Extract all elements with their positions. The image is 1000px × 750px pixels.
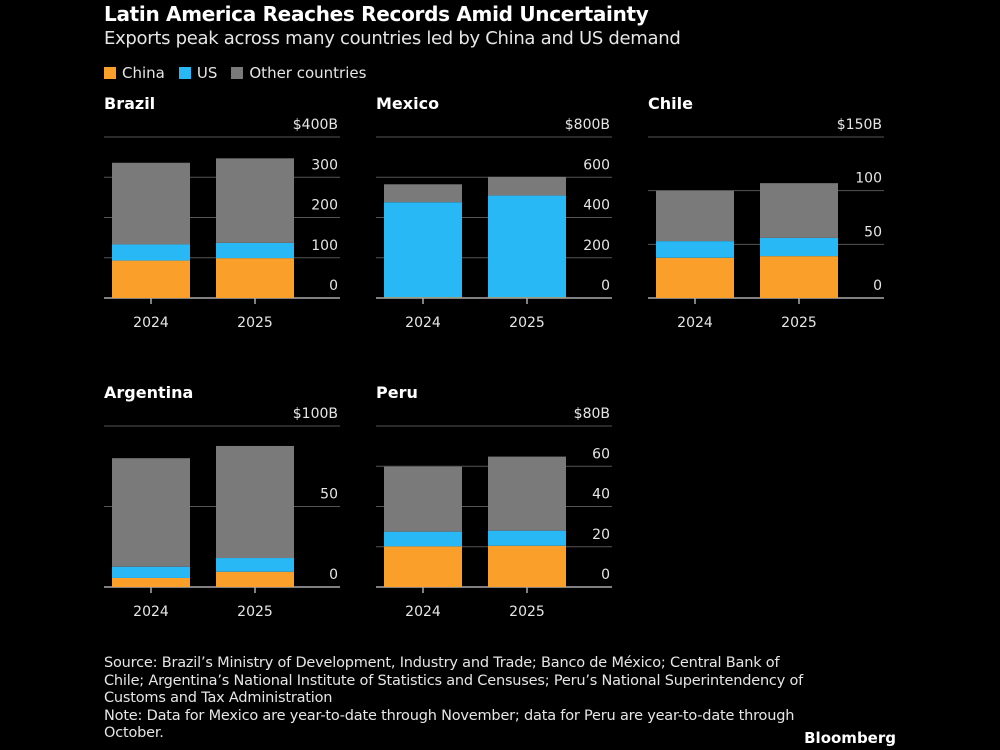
y-tick-label: 0 <box>601 567 610 583</box>
bar-segment-china <box>216 258 294 298</box>
x-tick-label: 2025 <box>509 604 545 620</box>
legend-label: China <box>122 64 165 82</box>
chart-title: Latin America Reaches Records Amid Uncer… <box>104 2 649 26</box>
bar-segment-china <box>216 571 294 587</box>
legend: China US Other countries <box>104 64 366 82</box>
x-tick-label: 2025 <box>781 315 817 331</box>
bar-segment-us <box>112 244 190 261</box>
y-tick-label: 200 <box>311 198 338 214</box>
legend-swatch-other <box>231 67 244 79</box>
bar-segment-other-countries <box>112 458 190 567</box>
bar-segment-other-countries <box>760 183 838 238</box>
panel-title-brazil: Brazil <box>104 94 155 113</box>
bar-segment-china <box>488 545 566 587</box>
bar-segment-us <box>216 558 294 572</box>
y-tick-label: 0 <box>329 278 338 294</box>
x-tick-label: 2024 <box>133 315 169 331</box>
legend-swatch-us <box>178 67 191 79</box>
bar-segment-china <box>384 297 462 298</box>
y-tick-label: 40 <box>592 487 610 503</box>
y-tick-label: 0 <box>329 567 338 583</box>
bar-segment-us <box>384 531 462 547</box>
x-tick-label: 2025 <box>509 315 545 331</box>
data-note: Note: Data for Mexico are year-to-date t… <box>104 707 795 742</box>
x-tick-label: 2024 <box>133 604 169 620</box>
bar-segment-us <box>112 566 190 578</box>
bar-segment-us <box>656 241 734 258</box>
y-tick-label: $150B <box>837 117 882 133</box>
bar-segment-other-countries <box>488 456 566 531</box>
y-tick-label: 300 <box>311 157 338 173</box>
bar-segment-us <box>216 242 294 259</box>
y-tick-label: 100 <box>855 171 882 187</box>
bar-segment-china <box>488 297 566 298</box>
panel-title-mexico: Mexico <box>376 94 439 113</box>
y-tick-label: $80B <box>574 406 610 422</box>
bar-segment-china <box>656 257 734 298</box>
bar-segment-china <box>384 546 462 587</box>
panel-title-peru: Peru <box>376 383 418 402</box>
chart-subtitle: Exports peak across many countries led b… <box>104 28 681 49</box>
bloomberg-logo: Bloomberg <box>804 729 896 747</box>
bar-segment-other-countries <box>112 162 190 245</box>
bar-segment-china <box>112 577 190 587</box>
y-tick-label: 50 <box>864 224 882 240</box>
x-tick-label: 2024 <box>677 315 713 331</box>
bar-segment-us <box>384 202 462 298</box>
y-tick-label: 20 <box>592 527 610 543</box>
legend-item-china: China <box>104 64 165 82</box>
bar-segment-us <box>488 195 566 298</box>
bar-segment-other-countries <box>216 445 294 559</box>
panel-title-argentina: Argentina <box>104 383 193 402</box>
y-tick-label: 100 <box>311 238 338 254</box>
x-tick-label: 2024 <box>405 604 441 620</box>
x-tick-label: 2024 <box>405 315 441 331</box>
bar-segment-other-countries <box>656 190 734 242</box>
legend-label: US <box>196 64 218 82</box>
bar-segment-other-countries <box>384 184 462 203</box>
legend-label: Other countries <box>249 64 367 82</box>
y-tick-label: 600 <box>583 157 610 173</box>
bar-segment-china <box>112 260 190 298</box>
y-tick-label: 400 <box>583 198 610 214</box>
legend-item-us: US <box>178 64 218 82</box>
bar-segment-other-countries <box>488 176 566 196</box>
y-tick-label: $100B <box>293 406 338 422</box>
x-tick-label: 2025 <box>237 604 273 620</box>
y-tick-label: 60 <box>592 446 610 462</box>
bar-segment-us <box>760 237 838 257</box>
bar-segment-china <box>760 256 838 298</box>
y-tick-label: $800B <box>565 117 610 133</box>
y-tick-label: 50 <box>320 487 338 503</box>
panel-title-chile: Chile <box>648 94 693 113</box>
y-tick-label: $400B <box>293 117 338 133</box>
footer: Source: Brazil’s Ministry of Development… <box>104 655 804 743</box>
bar-segment-us <box>488 530 566 546</box>
y-tick-label: 0 <box>601 278 610 294</box>
x-tick-label: 2025 <box>237 315 273 331</box>
bar-segment-other-countries <box>216 158 294 243</box>
legend-item-other: Other countries <box>231 64 366 82</box>
y-tick-label: 0 <box>873 278 882 294</box>
y-tick-label: 200 <box>583 238 610 254</box>
legend-swatch-china <box>104 67 116 79</box>
source-note: Source: Brazil’s Ministry of Development… <box>104 655 804 706</box>
bar-segment-other-countries <box>384 466 462 532</box>
